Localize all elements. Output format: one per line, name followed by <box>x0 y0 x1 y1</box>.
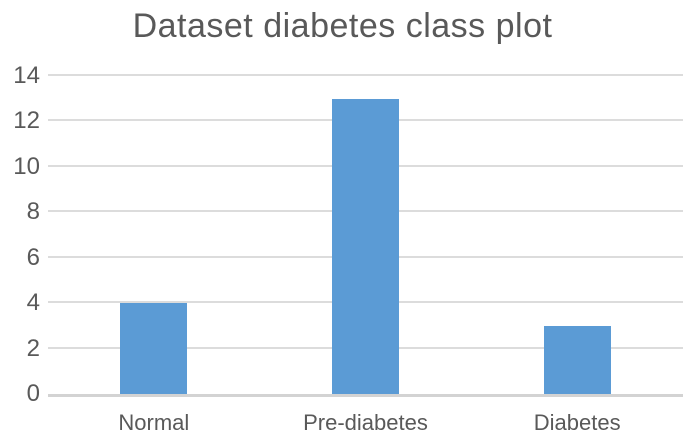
x-tick-label-normal: Normal <box>118 410 190 435</box>
y-tick-label-4: 4 <box>26 289 40 317</box>
y-tick-label-12: 12 <box>13 107 40 135</box>
y-tick-label-2: 2 <box>26 334 40 362</box>
y-tick-label-8: 8 <box>26 198 40 226</box>
bar-pre-diabetes <box>332 98 399 394</box>
x-axis: Normal Pre-diabetes Diabetes <box>48 407 683 439</box>
x-tick-label-diabetes: Diabetes <box>533 410 621 435</box>
y-tick-label-14: 14 <box>13 62 40 89</box>
bar-normal <box>120 303 188 394</box>
chart-title: Dataset diabetes class plot <box>132 7 553 45</box>
bar-diabetes <box>543 325 611 394</box>
y-tick-label-0: 0 <box>26 380 40 407</box>
y-axis: 0 2 4 6 8 10 12 14 <box>0 62 40 407</box>
plot-area <box>48 74 683 397</box>
x-tick-label-pre-diabetes: Pre-diabetes <box>303 410 428 435</box>
y-tick-label-6: 6 <box>26 243 40 271</box>
y-tick-label-10: 10 <box>13 152 40 180</box>
gridline-14 <box>48 74 683 76</box>
